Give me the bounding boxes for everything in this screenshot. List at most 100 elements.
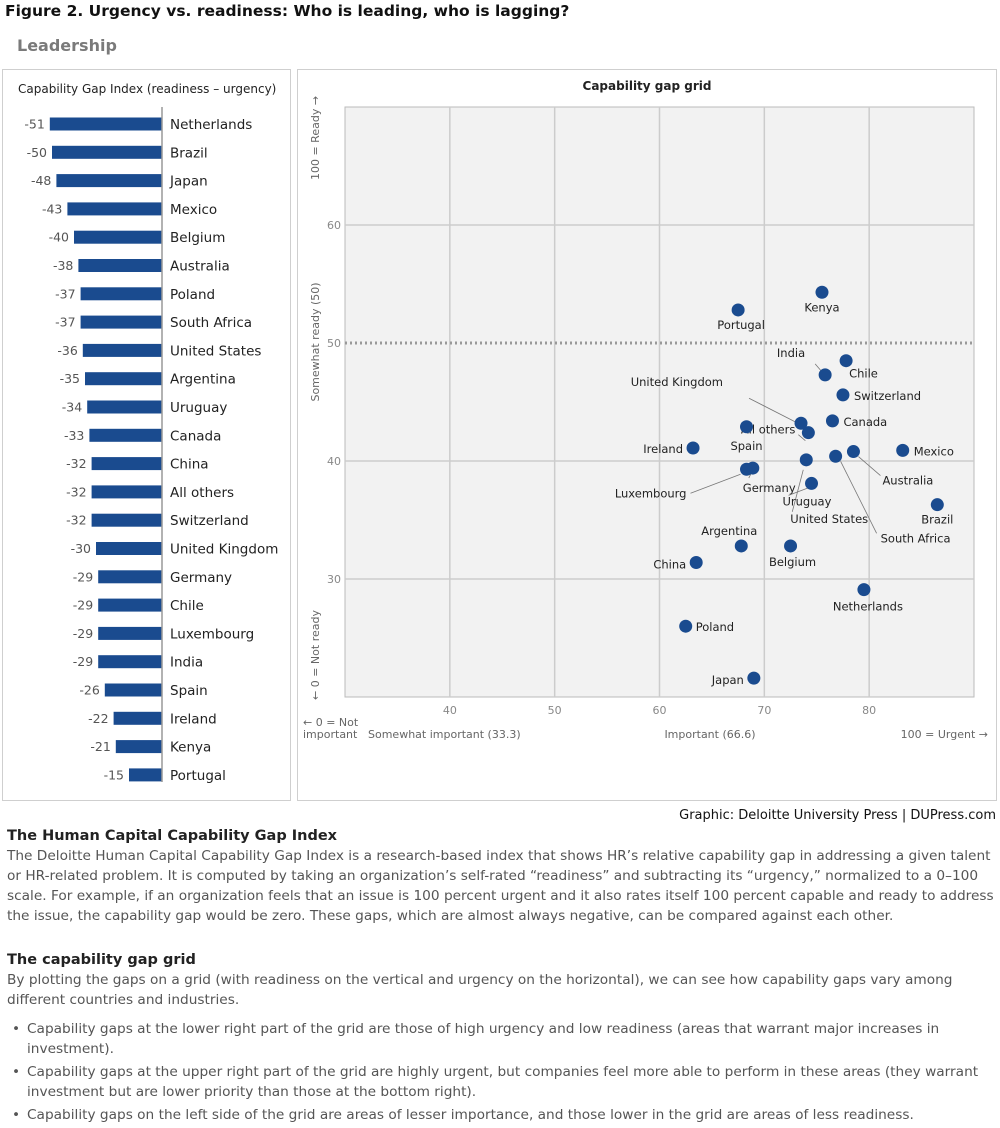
bar — [98, 655, 162, 669]
bar-category-label: Mexico — [170, 202, 217, 218]
gap-index-heading: The Human Capital Capability Gap Index — [7, 828, 338, 844]
bar-value-label: -29 — [73, 598, 93, 613]
bar-category-label: Switzerland — [170, 513, 249, 529]
bar-category-label: Poland — [170, 287, 215, 303]
point-label: Canada — [843, 415, 887, 429]
bar — [113, 711, 162, 725]
bar-value-label: -37 — [55, 286, 75, 301]
point-label: Ireland — [643, 442, 683, 456]
scatter-point — [818, 368, 832, 382]
bar-value-label: -38 — [53, 258, 73, 273]
point-label: United States — [790, 512, 868, 526]
point-label: Portugal — [717, 318, 765, 332]
scatter-point — [836, 388, 850, 402]
bar-chart-title: Capability Gap Index (readiness – urgenc… — [18, 82, 276, 96]
bullet-item: Capability gaps at the lower right part … — [7, 1019, 992, 1059]
figure-subtitle: Leadership — [17, 36, 117, 55]
leader-line — [791, 469, 804, 512]
bar — [96, 542, 162, 555]
bar-value-label: -15 — [104, 767, 124, 782]
bar — [52, 145, 162, 159]
bar-value-label: -34 — [62, 400, 82, 415]
scatter-point — [679, 619, 693, 633]
scatter-point — [686, 441, 700, 455]
gap-grid-body: By plotting the gaps on a grid (with rea… — [7, 972, 953, 1008]
point-label: Netherlands — [833, 600, 903, 614]
gap-grid-heading: The capability gap grid — [7, 952, 196, 968]
bar-category-label: Portugal — [170, 768, 226, 784]
bar — [67, 202, 162, 216]
point-label: South Africa — [881, 531, 951, 545]
scatter-point — [734, 539, 748, 553]
bar-category-label: Brazil — [170, 145, 208, 161]
bar — [91, 485, 162, 499]
bar-value-label: -29 — [73, 626, 93, 641]
point-label: Japan — [711, 673, 744, 687]
leader-line — [814, 363, 822, 372]
scatter-point — [805, 476, 819, 490]
bar-category-label: Uruguay — [170, 400, 227, 416]
capability-gap-grid: Capability gap grid 40 50 60 70 80 30 40 50 60 ← … — [297, 69, 997, 801]
point-label: Brazil — [921, 513, 953, 527]
scatter-point — [784, 539, 798, 553]
leader-line — [788, 487, 810, 496]
x-tick-label: 80 — [862, 704, 876, 717]
scatter-point — [896, 443, 910, 457]
y-axis-label-max: 100 = Ready → — [309, 96, 322, 180]
bar-category-label: Argentina — [170, 372, 236, 388]
bar — [85, 372, 162, 386]
bar-value-label: -30 — [71, 541, 91, 556]
bar — [98, 626, 162, 640]
y-tick-label: 40 — [327, 455, 341, 468]
bar-category-label: United Kingdom — [170, 542, 278, 558]
scatter-point — [794, 416, 808, 430]
scatter-point — [825, 414, 839, 428]
figure-title: Figure 2. Urgency vs. readiness: Who is … — [5, 2, 570, 20]
gap-grid-svg: Capability gap grid 40 50 60 70 80 30 40 50 60 ← … — [303, 79, 988, 741]
leader-line — [798, 434, 806, 441]
x-axis-label-max: 100 = Urgent → — [901, 728, 988, 741]
bar — [98, 570, 162, 584]
bar-value-label: -29 — [73, 569, 93, 584]
bar-category-label: Japan — [169, 174, 208, 190]
y-tick-label: 60 — [327, 219, 341, 232]
gap-grid-bullets: Capability gaps at the lower right part … — [7, 1019, 992, 1128]
y-tick-label: 50 — [327, 337, 341, 350]
bar-value-label: -32 — [66, 484, 86, 499]
point-label: Poland — [696, 620, 734, 634]
bar-category-label: Australia — [170, 259, 230, 275]
bar-category-label: Ireland — [170, 711, 217, 727]
scatter-point — [829, 449, 843, 463]
bar — [80, 287, 162, 301]
y-tick-label: 30 — [327, 573, 341, 586]
bar — [91, 457, 162, 471]
point-label: Uruguay — [783, 494, 832, 508]
scatter-point — [799, 453, 813, 467]
bar-value-label: -35 — [60, 371, 80, 386]
leader-line — [858, 456, 881, 476]
bar-value-label: -37 — [55, 315, 75, 330]
bar-category-label: United States — [170, 343, 261, 359]
y-axis-label-somewhat: Somewhat ready (50) — [309, 282, 322, 401]
bar — [104, 683, 162, 697]
bar-category-label: Belgium — [170, 230, 225, 246]
bar-category-label: Kenya — [170, 740, 211, 756]
gap-index-bar-chart: Capability Gap Index (readiness – urgenc… — [2, 69, 291, 801]
bar — [49, 117, 162, 131]
bar-category-label: India — [170, 655, 203, 671]
bar — [129, 768, 162, 782]
bar-category-label: Chile — [170, 598, 204, 614]
gap-grid-section: The capability gap grid By plotting the … — [7, 950, 997, 1010]
point-label: Argentina — [701, 524, 757, 538]
graphic-credit: Graphic: Deloitte University Press | DUP… — [679, 808, 996, 823]
scatter-point — [689, 555, 703, 569]
bar-category-label: China — [170, 457, 209, 473]
bar-category-label: Canada — [170, 428, 221, 444]
point-label: Germany — [743, 481, 796, 495]
bar-value-label: -26 — [79, 683, 99, 698]
scatter-point — [731, 303, 745, 317]
point-label: China — [653, 557, 686, 571]
point-label: Spain — [730, 439, 762, 453]
bar-value-label: -22 — [88, 711, 108, 726]
bar — [74, 230, 162, 244]
